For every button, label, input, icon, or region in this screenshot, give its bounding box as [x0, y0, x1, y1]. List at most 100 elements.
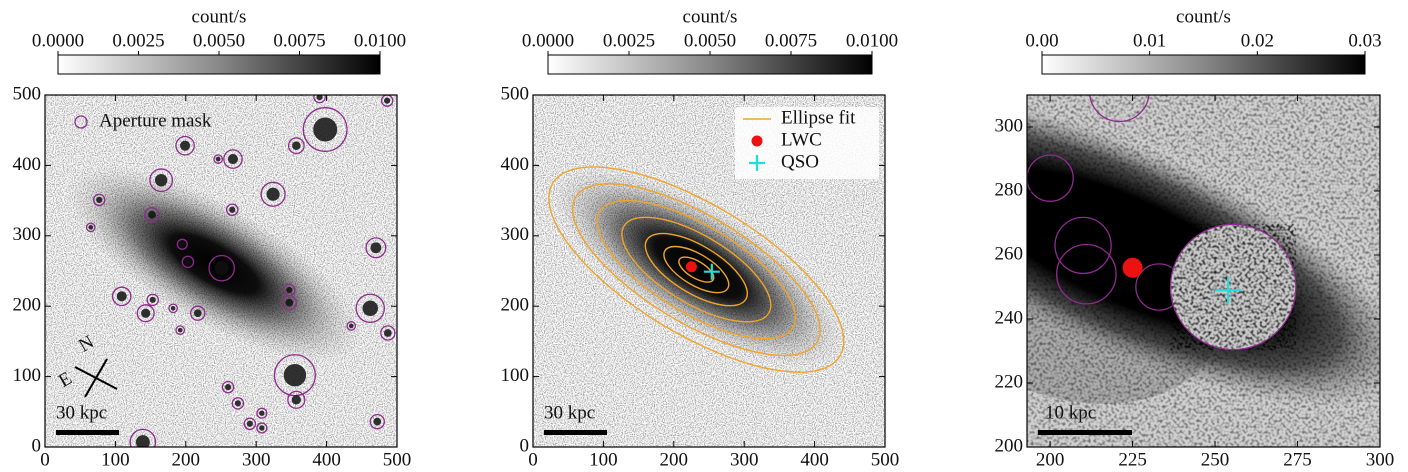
point-marker — [1122, 257, 1143, 278]
x-tick-label: 400 — [312, 449, 341, 470]
colorbar-tick-label: 0.0050 — [684, 30, 736, 51]
scale-bar — [544, 430, 607, 435]
y-tick-label: 400 — [13, 154, 42, 175]
y-tick-label: 300 — [995, 115, 1024, 136]
aperture — [1056, 243, 1117, 305]
legend-marker — [749, 155, 765, 171]
colorbar — [1041, 54, 1366, 75]
source — [179, 241, 185, 247]
colorbar-tick-label: 0.0000 — [522, 30, 574, 51]
panel: 0 100 200 300 400 500 0 100 200 300 400 500 count/s 0… — [501, 6, 900, 470]
point-marker — [703, 263, 720, 280]
ellipse-fit — [621, 216, 772, 323]
legend-label: Aperture mask — [99, 110, 212, 131]
colorbar-tick-label: 0.0025 — [603, 30, 655, 51]
x-tick-label: 300 — [242, 449, 271, 470]
x-tick-label: 225 — [1118, 449, 1147, 470]
source — [177, 327, 183, 333]
y-tick-label: 100 — [13, 365, 42, 386]
source — [292, 141, 301, 150]
aperture — [223, 149, 243, 169]
compass-arm — [74, 366, 118, 390]
aperture — [149, 168, 174, 193]
x-tick-label: 0 — [528, 449, 538, 470]
source — [348, 323, 354, 329]
x-tick-label: 500 — [383, 449, 412, 470]
aperture — [1027, 154, 1074, 202]
aperture — [111, 286, 132, 307]
aperture — [175, 325, 186, 336]
source — [184, 258, 192, 265]
source — [283, 363, 307, 387]
source — [229, 206, 236, 213]
aperture — [221, 380, 235, 394]
y-tick-label: 500 — [13, 83, 42, 104]
x-tick-label: 300 — [730, 449, 759, 470]
x-tick-label: 400 — [800, 449, 829, 470]
x-tick-label: 200 — [172, 449, 201, 470]
aperture — [225, 203, 239, 217]
source — [286, 286, 293, 294]
image — [1027, 95, 1380, 447]
ellipse-fit — [571, 183, 821, 357]
y-tick-label: 100 — [501, 365, 530, 386]
y-tick-label: 0 — [32, 435, 42, 456]
aperture — [136, 304, 155, 323]
aperture — [369, 413, 385, 430]
colorbar-tick-label: 0.0100 — [846, 30, 898, 51]
aperture — [287, 137, 305, 155]
y-tick-label: 0 — [520, 435, 530, 456]
x-tick-label: 100 — [101, 449, 130, 470]
source — [313, 117, 338, 142]
x-tick-label: 200 — [660, 449, 689, 470]
aperture — [175, 135, 195, 156]
colorbar-tick-label: 0.0000 — [32, 30, 84, 51]
scale-bar-label: 10 kpc — [1045, 402, 1096, 423]
y-tick-label: 200 — [995, 435, 1024, 456]
source — [180, 140, 191, 151]
colorbar-label: count/s — [1176, 6, 1231, 27]
aperture — [380, 95, 394, 107]
scale-bar — [56, 430, 119, 435]
source — [141, 308, 151, 318]
point-marker — [685, 261, 697, 273]
scale-bar-label: 30 kpc — [56, 402, 107, 423]
colorbar-tick-label: 0.0025 — [112, 30, 164, 51]
colorbar — [547, 54, 873, 75]
colorbar-tick-label: 0.0075 — [765, 30, 817, 51]
y-tick-label: 500 — [501, 83, 530, 104]
masked-noise — [1170, 224, 1296, 350]
y-tick-label: 200 — [13, 295, 42, 316]
aperture — [168, 303, 179, 314]
source — [316, 95, 323, 101]
colorbar-tick-label: 0.01 — [1133, 30, 1166, 51]
source — [373, 417, 382, 426]
legend-label: LWC — [781, 129, 822, 150]
aperture — [380, 325, 396, 341]
source — [266, 187, 280, 201]
colorbar-tick-label: 0.03 — [1348, 30, 1381, 51]
x-tick-label: 275 — [1283, 449, 1312, 470]
aperture — [281, 294, 297, 311]
aperture — [181, 255, 195, 269]
aperture — [287, 390, 306, 409]
colorbar — [57, 54, 381, 75]
y-tick-label: 260 — [995, 243, 1024, 264]
x-tick-label: 250 — [1201, 449, 1230, 470]
source — [383, 329, 392, 337]
x-tick-label: 200 — [1036, 449, 1065, 470]
x-tick-label: 300 — [1366, 449, 1395, 470]
source — [154, 173, 168, 187]
x-tick-label: 100 — [589, 449, 618, 470]
legend-label: QSO — [781, 151, 819, 172]
colorbar-tick-label: 0.0075 — [273, 30, 325, 51]
source — [193, 309, 202, 318]
source — [227, 154, 239, 165]
legend-label: Ellipse fit — [781, 107, 856, 128]
aperture — [85, 222, 96, 233]
point-marker — [1215, 277, 1242, 304]
colorbar-tick-label: 0.0100 — [354, 30, 406, 51]
aperture — [176, 238, 188, 250]
source — [149, 296, 156, 303]
source — [291, 395, 301, 405]
